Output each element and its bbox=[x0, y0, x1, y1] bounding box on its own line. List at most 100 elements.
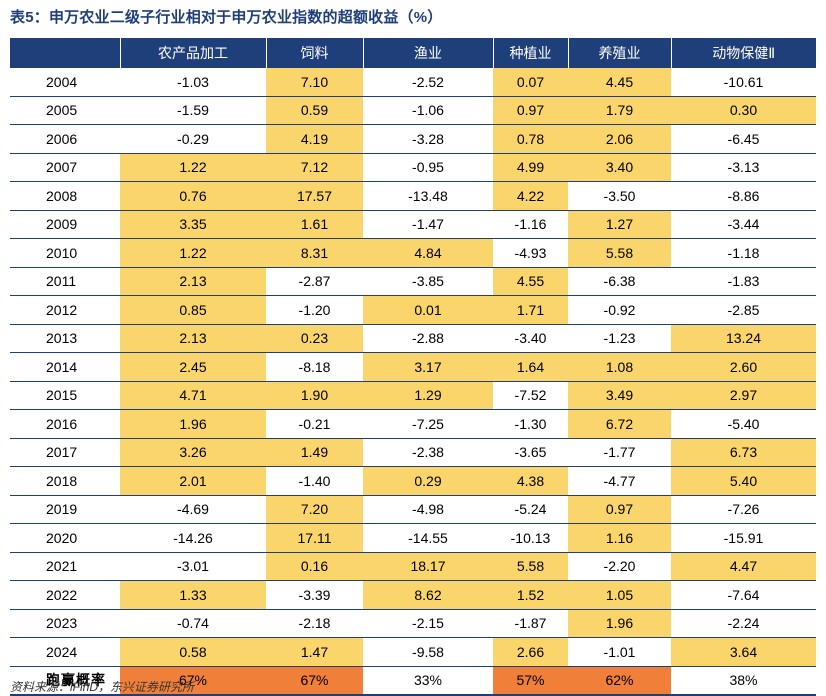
value-cell: -7.25 bbox=[363, 409, 493, 439]
year-cell: 2015 bbox=[10, 381, 120, 410]
value-cell: 2.97 bbox=[671, 381, 816, 410]
value-cell: -13.48 bbox=[363, 181, 493, 211]
value-cell: 3.35 bbox=[120, 210, 266, 239]
year-cell: 2012 bbox=[10, 295, 120, 325]
value-cell: -0.29 bbox=[120, 124, 266, 154]
value-cell: -1.20 bbox=[266, 295, 363, 325]
value-cell: 0.01 bbox=[363, 295, 493, 325]
table-row: 2013 2.13 0.23 -2.88 -3.40 -1.23 13.24 bbox=[10, 324, 816, 353]
header-animal-health: 动物保健Ⅱ bbox=[671, 38, 816, 68]
value-cell: 13.24 bbox=[671, 324, 816, 353]
summary-label: 跑赢概率 bbox=[10, 666, 120, 696]
value-cell: -3.28 bbox=[363, 124, 493, 154]
value-cell: -4.77 bbox=[568, 466, 671, 496]
value-cell: 3.64 bbox=[671, 637, 816, 667]
header-planting: 种植业 bbox=[493, 38, 569, 68]
outperform-probability-cell: 62% bbox=[568, 666, 671, 696]
header-feed: 饲料 bbox=[266, 38, 364, 68]
value-cell: -3.01 bbox=[120, 552, 266, 581]
value-cell: -3.85 bbox=[363, 267, 493, 296]
value-cell: 6.72 bbox=[568, 409, 671, 439]
table-row: 2018 2.01 -1.40 0.29 4.38 -4.77 5.40 bbox=[10, 466, 816, 496]
value-cell: -5.24 bbox=[493, 495, 568, 524]
table-row: 2010 1.22 8.31 4.84 -4.93 5.58 -1.18 bbox=[10, 238, 816, 268]
table-row: 2014 2.45 -8.18 3.17 1.64 1.08 2.60 bbox=[10, 352, 816, 382]
value-cell: 2.60 bbox=[671, 352, 816, 382]
table-row: 2024 0.58 1.47 -9.58 2.66 -1.01 3.64 bbox=[10, 637, 816, 667]
value-cell: 2.01 bbox=[120, 466, 266, 496]
value-cell: -0.92 bbox=[568, 295, 671, 325]
year-cell: 2024 bbox=[10, 637, 120, 667]
value-cell: 2.13 bbox=[120, 267, 266, 296]
year-cell: 2008 bbox=[10, 181, 120, 211]
value-cell: 1.96 bbox=[568, 609, 671, 638]
value-cell: -3.65 bbox=[493, 438, 568, 467]
value-cell: -1.03 bbox=[120, 68, 266, 97]
value-cell: -3.44 bbox=[671, 210, 816, 239]
value-cell: -4.69 bbox=[120, 495, 266, 524]
year-cell: 2018 bbox=[10, 466, 120, 496]
year-cell: 2005 bbox=[10, 96, 120, 125]
year-cell: 2023 bbox=[10, 609, 120, 638]
value-cell: -8.86 bbox=[671, 181, 816, 211]
table-header-row: 农产品加工 饲料 渔业 种植业 养殖业 动物保健Ⅱ bbox=[10, 38, 816, 68]
outperform-probability-cell: 67% bbox=[120, 666, 266, 696]
value-cell: -1.77 bbox=[568, 438, 671, 467]
value-cell: -3.13 bbox=[671, 153, 816, 182]
value-cell: -8.18 bbox=[266, 352, 363, 382]
value-cell: 1.61 bbox=[266, 210, 363, 239]
value-cell: -2.24 bbox=[671, 609, 816, 638]
value-cell: -7.52 bbox=[493, 381, 568, 410]
value-cell: 7.12 bbox=[266, 153, 363, 182]
value-cell: -2.38 bbox=[363, 438, 493, 467]
value-cell: 0.85 bbox=[120, 295, 266, 325]
value-cell: 7.10 bbox=[266, 68, 363, 97]
value-cell: 0.76 bbox=[120, 181, 266, 211]
year-cell: 2014 bbox=[10, 352, 120, 382]
value-cell: -2.20 bbox=[568, 552, 671, 581]
value-cell: 5.58 bbox=[493, 552, 568, 581]
year-cell: 2007 bbox=[10, 153, 120, 182]
excess-return-table-container: 农产品加工 饲料 渔业 种植业 养殖业 动物保健Ⅱ 2004 -1.03 7.10-… bbox=[10, 38, 816, 696]
value-cell: 7.20 bbox=[266, 495, 363, 524]
summary-row: 跑赢概率 67% 67% 33% 57% 62% 38% bbox=[10, 666, 816, 696]
value-cell: 1.05 bbox=[568, 580, 671, 610]
value-cell: -4.98 bbox=[363, 495, 493, 524]
value-cell: 1.96 bbox=[120, 409, 266, 439]
year-cell: 2006 bbox=[10, 124, 120, 154]
value-cell: -9.58 bbox=[363, 637, 493, 667]
value-cell: -2.18 bbox=[266, 609, 363, 638]
value-cell: 0.07 bbox=[493, 68, 568, 97]
value-cell: 0.30 bbox=[671, 96, 816, 125]
year-cell: 2013 bbox=[10, 324, 120, 353]
year-cell: 2010 bbox=[10, 238, 120, 268]
value-cell: -1.30 bbox=[493, 409, 568, 439]
value-cell: -6.38 bbox=[568, 267, 671, 296]
value-cell: -2.52 bbox=[363, 68, 493, 97]
value-cell: -14.55 bbox=[363, 523, 493, 553]
value-cell: -6.45 bbox=[671, 124, 816, 154]
value-cell: -2.15 bbox=[363, 609, 493, 638]
value-cell: -2.87 bbox=[266, 267, 363, 296]
value-cell: -10.13 bbox=[493, 523, 568, 553]
value-cell: 1.64 bbox=[493, 352, 568, 382]
year-cell: 2019 bbox=[10, 495, 120, 524]
value-cell: -1.47 bbox=[363, 210, 493, 239]
value-cell: -1.18 bbox=[671, 238, 816, 268]
value-cell: 8.31 bbox=[266, 238, 363, 268]
table-row: 2005 -1.59 0.59 -1.06 0.97 1.79 0.30 bbox=[10, 96, 816, 125]
table-row: 2011 2.13 -2.87 -3.85 4.55 -6.38 -1.83 bbox=[10, 267, 816, 296]
table-row: 2019 -4.69 7.20 -4.98 -5.24 0.97 -7.26 bbox=[10, 495, 816, 524]
value-cell: -2.88 bbox=[363, 324, 493, 353]
value-cell: 1.08 bbox=[568, 352, 671, 382]
year-cell: 2009 bbox=[10, 210, 120, 239]
value-cell: 4.47 bbox=[671, 552, 816, 581]
value-cell: 4.99 bbox=[493, 153, 568, 182]
value-cell: 3.40 bbox=[568, 153, 671, 182]
value-cell: 4.19 bbox=[266, 124, 363, 154]
value-cell: 1.27 bbox=[568, 210, 671, 239]
value-cell: -3.40 bbox=[493, 324, 568, 353]
table-row: 2004 -1.03 7.10 -2.52 0.07 4.45 -10.61 bbox=[10, 68, 816, 97]
value-cell: 4.38 bbox=[493, 466, 568, 496]
value-cell: 4.45 bbox=[568, 68, 671, 97]
